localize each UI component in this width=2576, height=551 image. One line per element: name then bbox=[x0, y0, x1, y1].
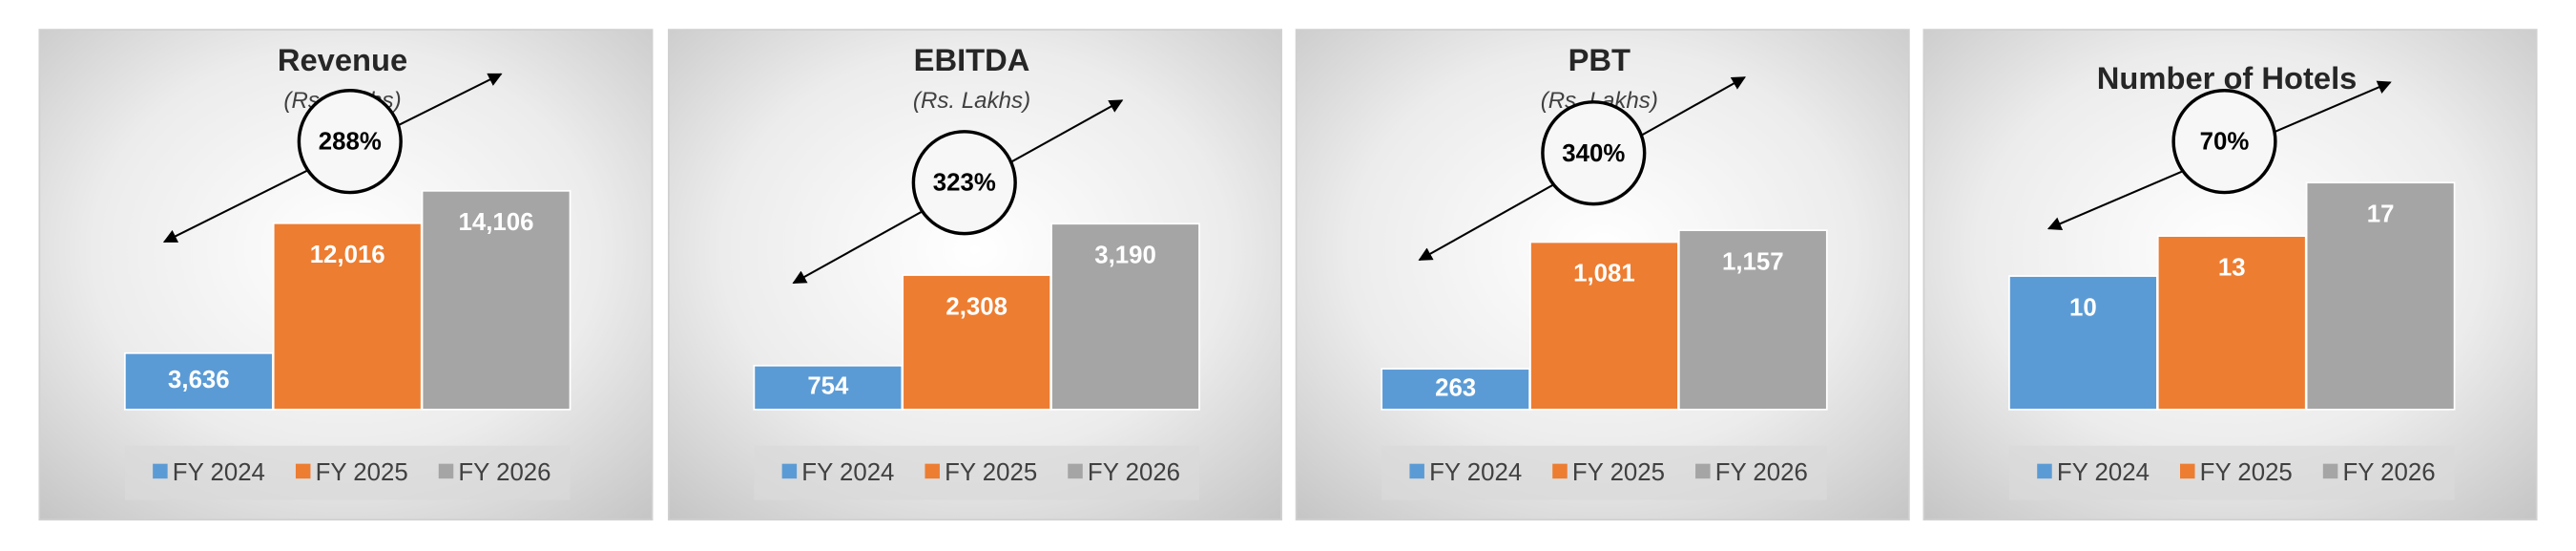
value-label: 754 bbox=[807, 373, 849, 400]
legend-swatch bbox=[1068, 463, 1083, 479]
legend-label: FY 2026 bbox=[2342, 459, 2435, 486]
value-label: 263 bbox=[1435, 374, 1476, 401]
legend-label: FY 2024 bbox=[1429, 459, 1522, 486]
legend-swatch bbox=[924, 463, 940, 479]
bar bbox=[2156, 235, 2307, 411]
legend-label: FY 2025 bbox=[945, 459, 1037, 486]
legend-label: FY 2024 bbox=[173, 459, 265, 486]
growth-label: 288% bbox=[319, 129, 382, 156]
value-label: 1,157 bbox=[1722, 248, 1784, 275]
growth-circle bbox=[297, 89, 403, 195]
legend-swatch bbox=[781, 463, 798, 479]
growth-label: 70% bbox=[2200, 129, 2250, 156]
value-label: 14,106 bbox=[459, 209, 534, 236]
legend-box bbox=[2008, 445, 2455, 500]
chart-subtitle: (Rs. Lakhs) bbox=[913, 88, 1030, 114]
value-label: 2,308 bbox=[945, 293, 1008, 320]
growth-circle bbox=[1541, 100, 1647, 206]
legend-label: FY 2024 bbox=[801, 459, 894, 486]
chart-title: EBITDA bbox=[914, 42, 1030, 77]
legend-swatch bbox=[2037, 463, 2052, 479]
value-label: 17 bbox=[2367, 201, 2395, 227]
legend-swatch bbox=[153, 463, 168, 479]
legend-box bbox=[1381, 445, 1827, 500]
bar bbox=[753, 364, 904, 411]
value-label: 3,636 bbox=[168, 367, 230, 393]
chart-title: Revenue bbox=[278, 42, 407, 77]
value-label: 12,016 bbox=[310, 242, 385, 268]
value-label: 3,190 bbox=[1094, 243, 1156, 269]
legend-label: FY 2026 bbox=[1088, 459, 1180, 486]
chart-title: PBT bbox=[1568, 42, 1631, 77]
bar bbox=[902, 274, 1052, 411]
legend-label: FY 2026 bbox=[458, 459, 551, 486]
legend-box bbox=[124, 445, 571, 500]
bar bbox=[2008, 275, 2158, 411]
legend-label: FY 2025 bbox=[1572, 459, 1665, 486]
growth-circle bbox=[911, 130, 1017, 236]
value-label: 10 bbox=[2069, 294, 2097, 321]
legend-swatch bbox=[1552, 463, 1568, 479]
legend-label: FY 2024 bbox=[2057, 459, 2150, 486]
growth-label: 323% bbox=[933, 170, 996, 197]
legend-swatch bbox=[295, 463, 311, 479]
legend-swatch bbox=[1695, 463, 1711, 479]
bar bbox=[1381, 368, 1530, 411]
growth-label: 340% bbox=[1562, 140, 1625, 167]
bar bbox=[272, 222, 423, 411]
legend-swatch bbox=[2180, 463, 2195, 479]
legend-label: FY 2025 bbox=[2200, 459, 2293, 486]
legend-box bbox=[754, 445, 1200, 500]
legend-swatch bbox=[438, 463, 454, 479]
legend-label: FY 2025 bbox=[316, 459, 408, 486]
growth-circle bbox=[2171, 89, 2277, 195]
value-label: 1,081 bbox=[1573, 261, 1635, 287]
legend-label: FY 2026 bbox=[1715, 459, 1808, 486]
value-label: 13 bbox=[2218, 254, 2246, 281]
legend-swatch bbox=[2322, 463, 2338, 479]
legend-swatch bbox=[1409, 463, 1424, 479]
